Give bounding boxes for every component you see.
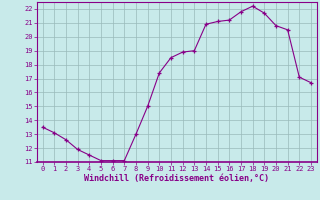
X-axis label: Windchill (Refroidissement éolien,°C): Windchill (Refroidissement éolien,°C) — [84, 174, 269, 183]
